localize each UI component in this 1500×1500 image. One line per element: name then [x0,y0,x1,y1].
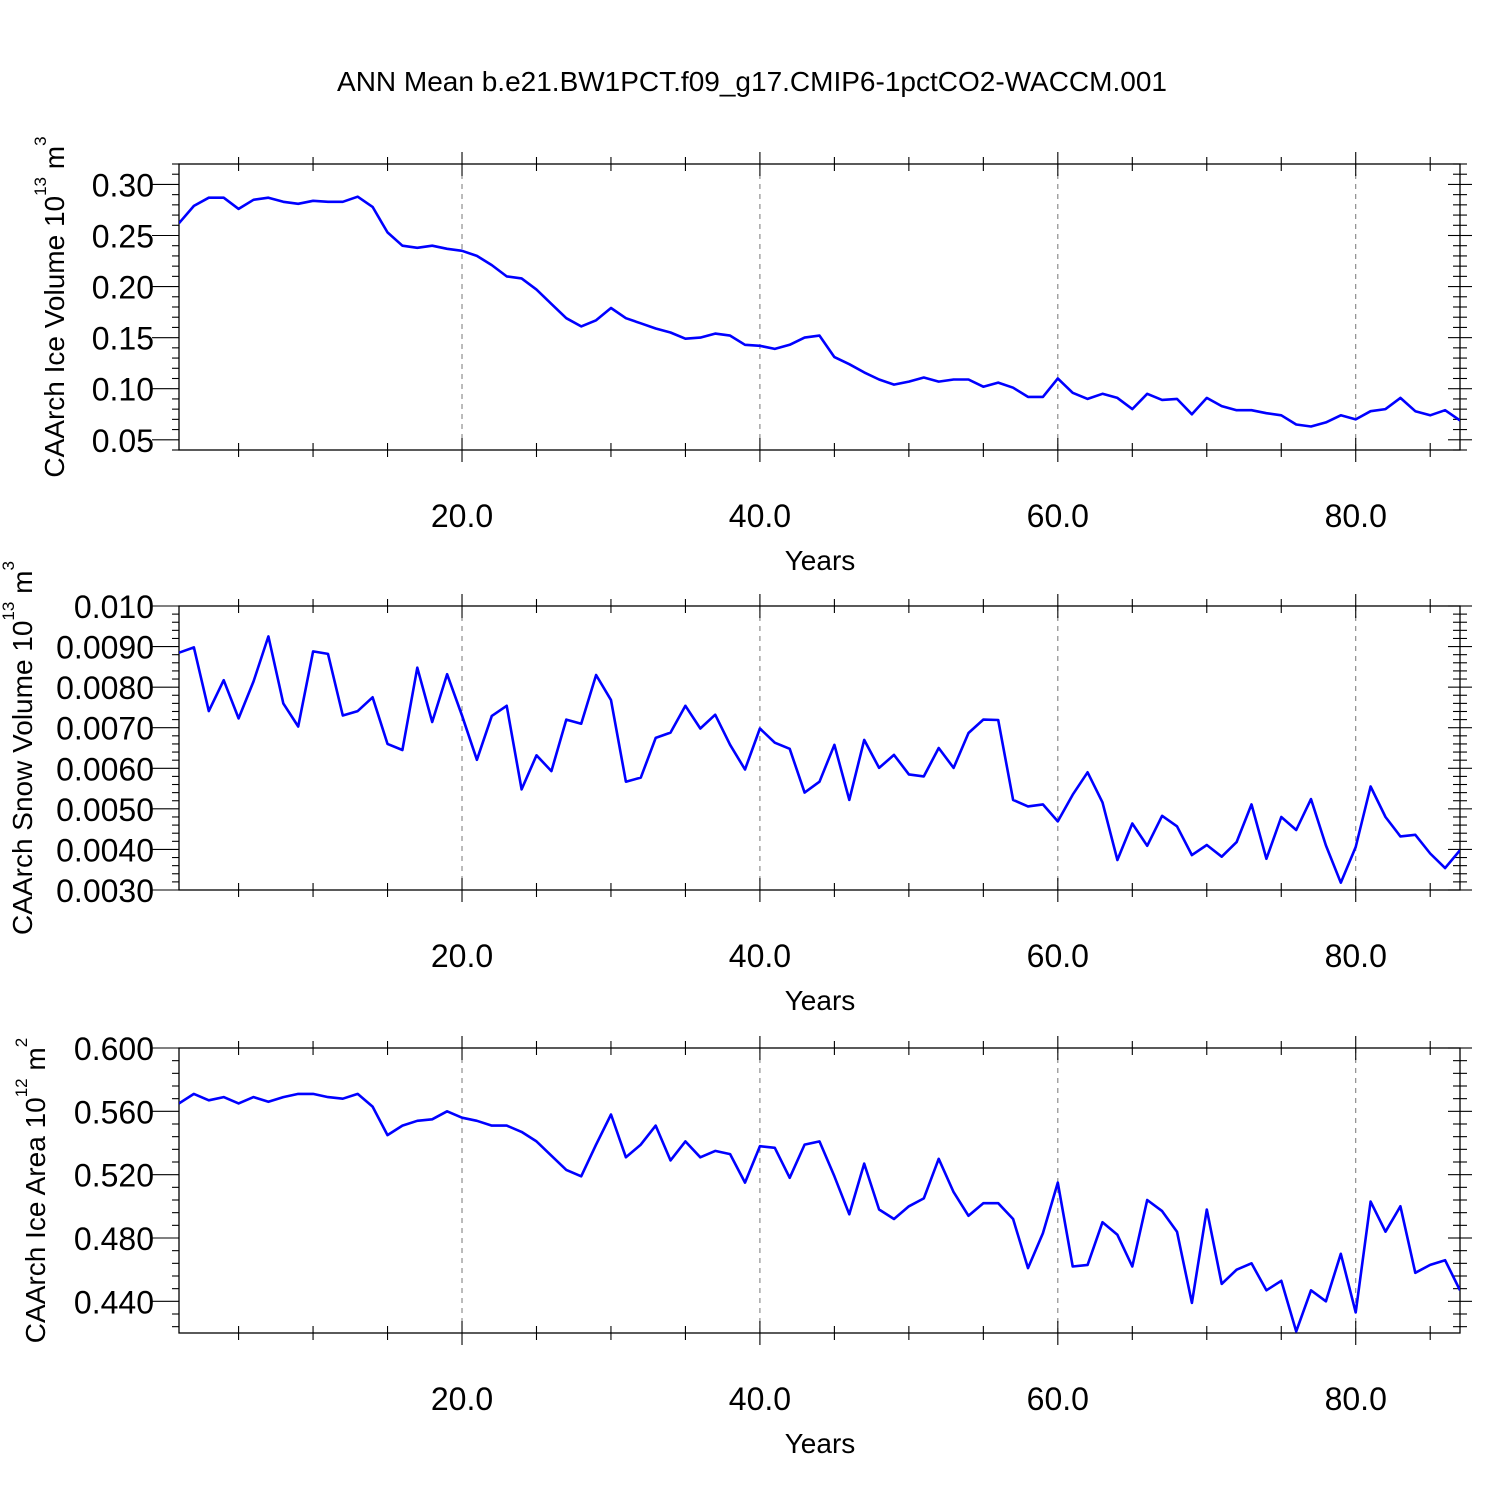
x-tick-label: 60.0 [1027,1381,1089,1417]
y-tick-label: 0.520 [74,1158,154,1194]
y-tick-label: 0.25 [92,219,154,255]
x-axis-label: Years [785,545,856,576]
y-axis-label: CAArch Snow Volume 1013 m3 [0,561,38,935]
y-axis-label: CAArch Ice Volume 1013 m3 [31,136,70,477]
y-axis-label-unit-exponent: 3 [0,561,18,570]
y-tick-label: 0.10 [92,372,154,408]
y-tick-label: 0.010 [74,589,154,625]
y-tick-label: 0.0050 [56,792,154,828]
y-tick-label: 0.0090 [56,630,154,666]
plot-frame [178,1047,1461,1334]
y-tick-label: 0.560 [74,1094,154,1130]
y-axis-label-unit-exponent: 2 [12,1038,31,1047]
chart-panels: 20.0 40.0 60.0 80.0 0.05 0.10 0.15 0.20 0.25 0.30… [0,136,1472,1459]
x-tick-label: 80.0 [1325,1381,1387,1417]
y-axis-label-unit: m [39,146,70,177]
x-axis-label: Years [785,1428,856,1459]
x-tick-label: 40.0 [729,938,791,974]
y-axis-label-unit-exponent: 3 [31,136,50,145]
y-tick-label: 0.0030 [56,873,154,909]
y-tick-label: 0.600 [74,1031,154,1067]
chart-panel-1: 20.0 40.0 60.0 80.0 0.05 0.10 0.15 0.20 0.25 0.30… [31,136,1472,576]
x-tick-label: 20.0 [431,1381,493,1417]
x-tick-label: 60.0 [1027,498,1089,534]
x-tick-label: 20.0 [431,938,493,974]
y-axis-label-exponent: 12 [12,1078,31,1097]
x-tick-label: 40.0 [729,1381,791,1417]
series-line-1 [179,195,1460,428]
x-tick-label: 80.0 [1325,938,1387,974]
y-tick-label: 0.480 [74,1221,154,1257]
plot-frame [178,605,1461,891]
y-tick-label: 0.15 [92,321,154,357]
series-line-1 [179,635,1460,884]
y-axis-label-unit: m [7,571,38,602]
plot-frame [178,163,1461,451]
chart-panel-2: 20.0 40.0 60.0 80.0 0.0030 0.0040 0.0050 0.0060… [0,561,1472,1016]
y-axis-label-text: CAArch Ice Area 10 [20,1097,51,1343]
x-tick-label: 40.0 [729,498,791,534]
x-tick-label: 80.0 [1325,498,1387,534]
y-tick-label: 0.0060 [56,751,154,787]
y-tick-label: 0.0040 [56,832,154,868]
x-tick-label: 60.0 [1027,938,1089,974]
series-line-1 [179,1092,1460,1333]
x-tick-label: 20.0 [431,498,493,534]
y-axis-label-text: CAArch Ice Volume 10 [39,196,70,478]
y-tick-label: 0.20 [92,270,154,306]
y-axis-label: CAArch Ice Area 1012 m2 [12,1038,51,1343]
y-tick-label: 0.440 [74,1284,154,1320]
y-axis-label-text: CAArch Snow Volume 10 [7,621,38,935]
y-axis-label-unit: m [20,1047,51,1078]
y-tick-label: 0.0080 [56,670,154,706]
chart-panel-3: 20.0 40.0 60.0 80.0 0.440 0.480 0.520 0.560 0.60… [12,1031,1472,1459]
x-axis-label: Years [785,985,856,1016]
y-axis-label-exponent: 13 [0,602,18,621]
y-tick-label: 0.30 [92,167,154,203]
figure-title: ANN Mean b.e21.BW1PCT.f09_g17.CMIP6-1pct… [337,66,1167,97]
y-axis-label-exponent: 13 [31,177,50,196]
y-tick-label: 0.0070 [56,711,154,747]
y-tick-label: 0.05 [92,423,154,459]
